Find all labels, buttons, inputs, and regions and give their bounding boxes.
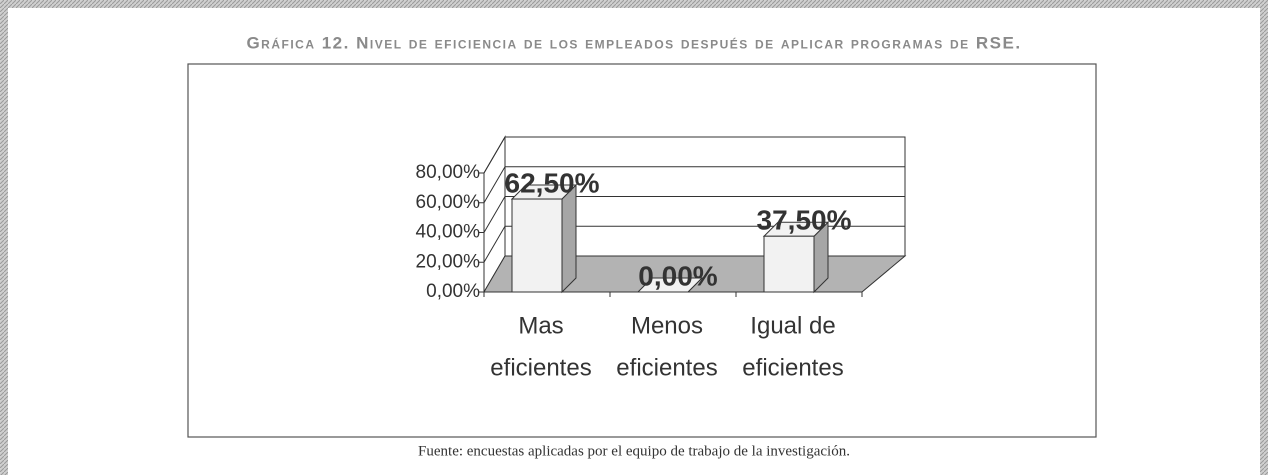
bar-top xyxy=(636,277,704,293)
grid-line xyxy=(483,136,905,174)
value-label: 62,50% xyxy=(505,167,600,198)
grid-line xyxy=(483,166,905,204)
value-label: 37,50% xyxy=(757,205,852,236)
x-tick-label: Mas xyxy=(518,312,563,339)
y-tick-label: 20,00% xyxy=(416,251,481,272)
x-tick-label: Menos xyxy=(631,312,703,339)
bar xyxy=(511,198,563,293)
y-tick-label: 0,00% xyxy=(426,281,480,302)
chart-title: Gráfica 12. Nivel de eficiencia de los e… xyxy=(246,33,1021,52)
source: Fuente: encuestas aplicadas por el equip… xyxy=(418,443,850,459)
grid-line xyxy=(483,196,905,233)
bar xyxy=(763,235,815,293)
y-tick-label: 60,00% xyxy=(416,192,481,213)
y-tick-label: 40,00% xyxy=(416,222,481,243)
x-tick-label: eficientes xyxy=(490,354,591,381)
x-tick-label: Igual de xyxy=(750,312,835,339)
value-label: 0,00% xyxy=(638,260,717,291)
y-tick-label: 80,00% xyxy=(416,162,481,183)
x-tick-label: eficientes xyxy=(616,354,717,381)
grid-line xyxy=(483,225,905,263)
x-tick-label: eficientes xyxy=(742,354,843,381)
bar-side xyxy=(561,183,577,294)
